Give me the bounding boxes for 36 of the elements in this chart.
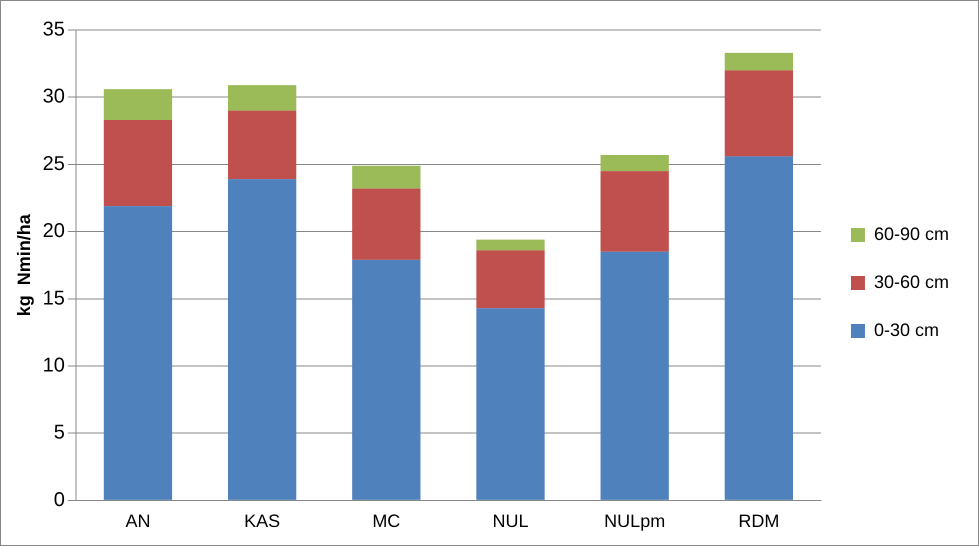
- bar: [228, 110, 296, 180]
- y-tick-label: 10: [42, 354, 65, 377]
- bar: [600, 154, 669, 172]
- x-tick-label: NULpm: [604, 511, 666, 532]
- bar: [104, 206, 172, 500]
- bar: [724, 70, 794, 156]
- bar: [476, 240, 545, 250]
- bar: [104, 120, 172, 206]
- y-tick-label: 0: [54, 488, 65, 511]
- legend-label: 0-30 cm: [874, 320, 939, 340]
- bar: [476, 250, 545, 308]
- bar: [600, 252, 669, 500]
- x-tick-label: NUL: [492, 511, 529, 532]
- y-tick-label: 25: [42, 152, 65, 175]
- y-tick-label: 20: [42, 220, 65, 242]
- y-axis-title: kg Nmin/ha: [14, 213, 34, 316]
- y-tick-label: 5: [54, 422, 65, 444]
- bar: [724, 52, 794, 70]
- bar: [600, 171, 669, 252]
- x-tick-label: RDM: [738, 511, 780, 532]
- legend-label: 30-60 cm: [874, 272, 950, 292]
- bar: [352, 166, 420, 189]
- y-tick-label: 30: [42, 86, 65, 108]
- bar: [476, 308, 545, 500]
- x-tick-label: KAS: [244, 511, 280, 532]
- bar: [104, 89, 172, 120]
- x-tick-label: AN: [125, 511, 150, 532]
- bar: [352, 188, 420, 260]
- bar: [352, 260, 420, 500]
- y-tick-label: 15: [42, 287, 65, 310]
- bar: [724, 156, 794, 500]
- bar: [228, 179, 296, 500]
- x-tick-label: MC: [372, 511, 400, 532]
- bar: [228, 85, 296, 111]
- legend-label: 60-90 cm: [874, 224, 950, 244]
- y-tick-label: 35: [42, 18, 65, 41]
